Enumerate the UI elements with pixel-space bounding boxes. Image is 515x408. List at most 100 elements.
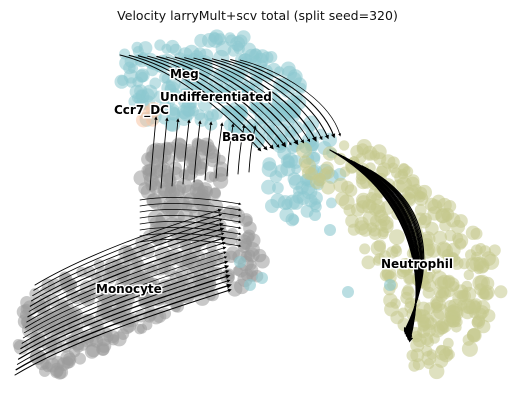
cell-point <box>272 138 288 154</box>
streamline <box>237 124 246 175</box>
cell-point <box>390 245 403 258</box>
cluster-label-baso: Baso <box>222 130 255 144</box>
streamline <box>139 239 242 248</box>
cell-point <box>165 204 179 218</box>
cell-point <box>177 93 193 109</box>
velocity-streamlines <box>14 54 425 376</box>
cell-point <box>168 249 183 264</box>
streamline <box>215 122 224 179</box>
cell-point <box>192 160 208 176</box>
cell-point <box>379 216 394 231</box>
cell-point <box>236 30 251 45</box>
cell-point <box>465 249 477 261</box>
cell-point <box>424 336 435 348</box>
cell-point <box>177 208 194 225</box>
cell-point <box>103 331 114 343</box>
streamline <box>16 279 231 365</box>
cell-point <box>445 212 461 228</box>
cell-point <box>165 117 181 132</box>
cell-point <box>389 229 405 246</box>
cell-point <box>474 274 490 291</box>
cell-point <box>215 40 232 57</box>
cell-point <box>322 146 338 161</box>
streamline <box>21 260 229 344</box>
streamline <box>147 55 280 148</box>
cell-point <box>410 331 423 343</box>
cell-point <box>334 152 347 166</box>
cell-point <box>153 90 167 104</box>
cell-point <box>135 89 146 100</box>
cell-point <box>256 272 268 284</box>
streamline <box>204 121 213 181</box>
cell-point <box>410 348 425 363</box>
streamline <box>230 59 336 139</box>
streamline <box>369 169 425 333</box>
cell-point <box>78 340 89 351</box>
cell-point <box>344 184 358 197</box>
streamline <box>137 55 274 150</box>
cell-point <box>414 204 427 216</box>
streamline <box>139 197 242 206</box>
cell-point <box>152 309 167 324</box>
cell-point <box>98 289 115 305</box>
streamline <box>149 116 158 191</box>
cell-point <box>373 152 387 166</box>
cell-point <box>448 281 460 292</box>
cell-point <box>315 172 326 184</box>
cell-point <box>285 213 299 227</box>
cell-point <box>298 155 312 169</box>
streamline <box>221 58 329 140</box>
cell-point <box>176 150 188 162</box>
streamline <box>20 265 230 350</box>
cell-point <box>402 284 414 296</box>
streamline <box>184 57 305 144</box>
cell-point <box>41 278 55 292</box>
cluster-label-undifferentiated: Undifferentiated <box>160 90 272 104</box>
cell-point <box>252 52 269 69</box>
cell-point <box>296 142 313 158</box>
cell-points <box>12 29 508 380</box>
cell-point <box>54 365 69 379</box>
cell-point <box>326 197 337 209</box>
cell-point <box>310 151 321 163</box>
cell-point <box>465 225 481 240</box>
cell-point <box>203 110 214 122</box>
cell-point <box>114 74 129 89</box>
cell-point <box>397 307 409 318</box>
cell-point <box>434 345 451 361</box>
streamline <box>17 274 231 360</box>
cell-point <box>355 153 367 164</box>
cell-point <box>193 47 207 60</box>
streamline <box>226 123 235 177</box>
streamline <box>15 283 232 371</box>
streamline <box>193 57 311 143</box>
cell-point <box>282 152 298 168</box>
streamline <box>160 117 169 189</box>
streamline <box>32 218 223 297</box>
cell-point <box>462 334 475 346</box>
cell-point <box>161 73 172 84</box>
cell-point <box>62 355 76 369</box>
cell-point <box>451 322 462 333</box>
cell-point <box>145 102 162 118</box>
cell-point <box>261 179 276 195</box>
streamline <box>34 208 222 286</box>
cell-point <box>461 280 473 292</box>
cell-point <box>417 314 430 328</box>
cell-point <box>379 269 393 282</box>
streamline <box>182 119 191 185</box>
cell-point <box>446 253 461 268</box>
cell-point <box>296 191 311 205</box>
streamline <box>139 227 242 236</box>
cell-point <box>74 352 86 365</box>
streamline <box>25 246 227 328</box>
streamline <box>128 54 268 151</box>
cell-point <box>359 243 371 255</box>
cell-point <box>338 194 355 211</box>
cell-point <box>265 199 279 213</box>
cell-point <box>269 170 283 183</box>
streamline <box>139 233 242 242</box>
cell-point <box>426 349 437 360</box>
streamline <box>165 56 292 146</box>
